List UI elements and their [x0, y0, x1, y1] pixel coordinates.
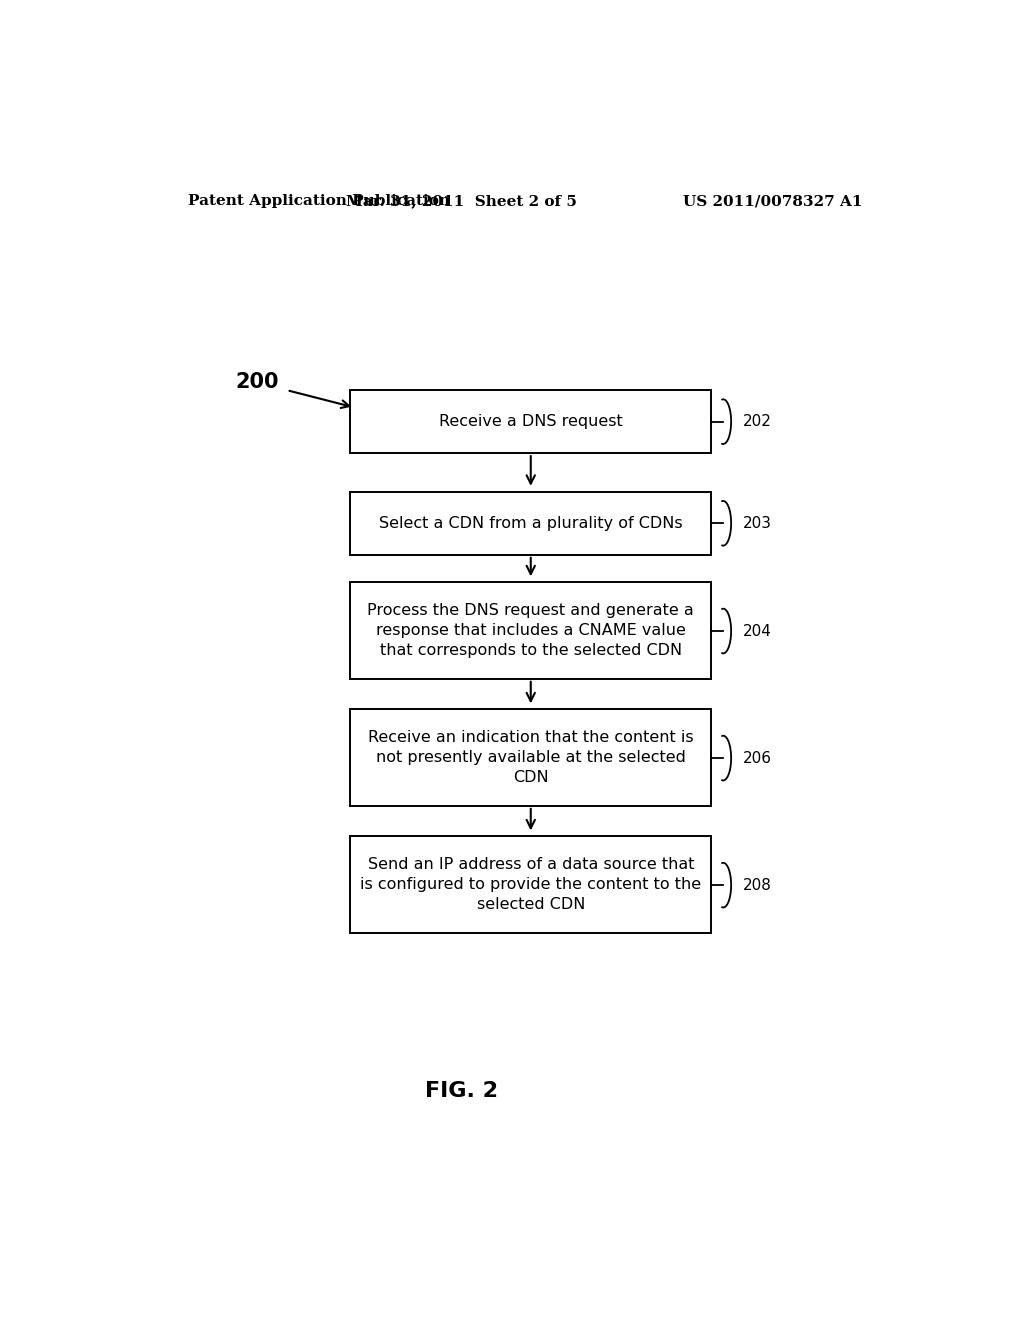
Text: Process the DNS request and generate a
response that includes a CNAME value
that: Process the DNS request and generate a r…	[368, 603, 694, 657]
FancyBboxPatch shape	[350, 837, 712, 933]
FancyBboxPatch shape	[350, 391, 712, 453]
Text: 200: 200	[236, 372, 279, 392]
Text: 204: 204	[743, 623, 772, 639]
Text: Receive a DNS request: Receive a DNS request	[439, 414, 623, 429]
FancyBboxPatch shape	[350, 492, 712, 554]
Text: Receive an indication that the content is
not presently available at the selecte: Receive an indication that the content i…	[368, 730, 693, 785]
Text: Mar. 31, 2011  Sheet 2 of 5: Mar. 31, 2011 Sheet 2 of 5	[346, 194, 577, 209]
Text: 203: 203	[743, 516, 772, 531]
FancyBboxPatch shape	[350, 582, 712, 678]
Text: FIG. 2: FIG. 2	[425, 1081, 498, 1101]
Text: 202: 202	[743, 414, 772, 429]
Text: Select a CDN from a plurality of CDNs: Select a CDN from a plurality of CDNs	[379, 516, 683, 531]
Text: Send an IP address of a data source that
is configured to provide the content to: Send an IP address of a data source that…	[360, 857, 701, 912]
Text: US 2011/0078327 A1: US 2011/0078327 A1	[683, 194, 862, 209]
Text: Patent Application Publication: Patent Application Publication	[187, 194, 450, 209]
Text: 206: 206	[743, 751, 772, 766]
FancyBboxPatch shape	[350, 709, 712, 805]
Text: 208: 208	[743, 878, 772, 892]
